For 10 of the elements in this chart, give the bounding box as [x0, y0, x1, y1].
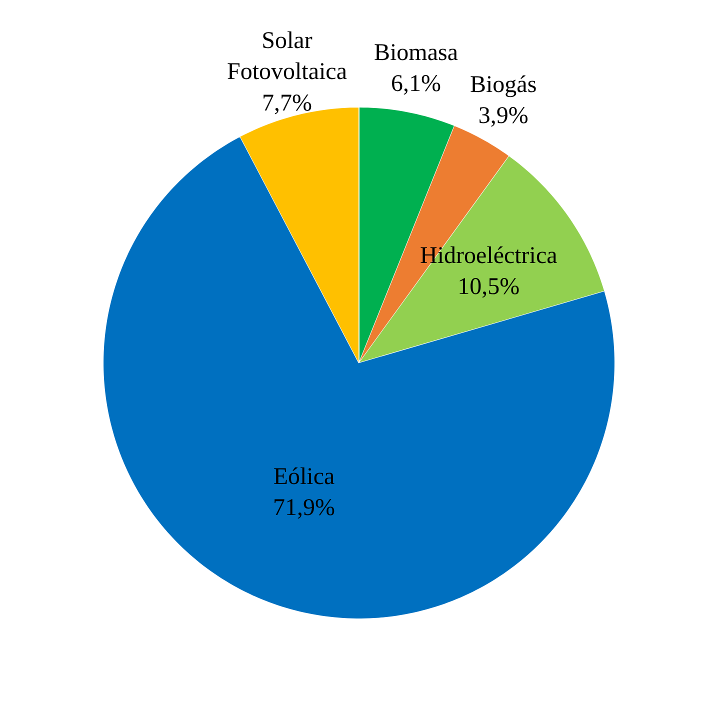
data-label: 6,1% — [391, 71, 441, 98]
slice-label: Solar Fotovoltaica — [227, 28, 348, 86]
data-label: 7,7% — [262, 90, 312, 116]
slice-label: Hidroeléctrica — [420, 243, 558, 269]
slice-label: Eólica — [273, 464, 335, 490]
data-label: 3,9% — [478, 103, 528, 130]
slice-label: Biogás — [470, 72, 537, 98]
slice-label: Biomasa — [374, 40, 458, 66]
data-label: 71,9% — [273, 495, 335, 522]
data-label: 10,5% — [458, 274, 520, 300]
